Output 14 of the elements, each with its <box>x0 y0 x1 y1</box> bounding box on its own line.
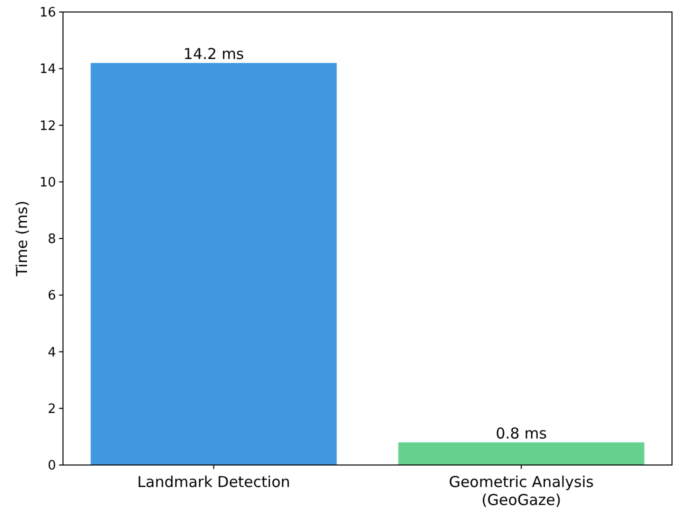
x-tick-label: Geometric Analysis (GeoGaze) <box>448 473 594 509</box>
y-tick-label: 8 <box>48 232 56 248</box>
y-tick-label: 2 <box>48 402 56 417</box>
x-tick-label: Landmark Detection <box>137 473 290 491</box>
y-tick-label: 4 <box>48 345 56 360</box>
y-tick-label: 16 <box>39 6 56 21</box>
y-tick-label: 10 <box>39 175 56 190</box>
y-tick-label: 6 <box>48 288 56 304</box>
data-label: 14.2 ms <box>183 44 244 63</box>
data-label: 0.8 ms <box>496 424 547 442</box>
y-tick-label: 12 <box>39 118 56 134</box>
y-axis-title: Time (ms) <box>13 200 31 278</box>
y-tick-label: 0 <box>48 458 56 474</box>
y-tick-label: 14 <box>39 62 56 78</box>
